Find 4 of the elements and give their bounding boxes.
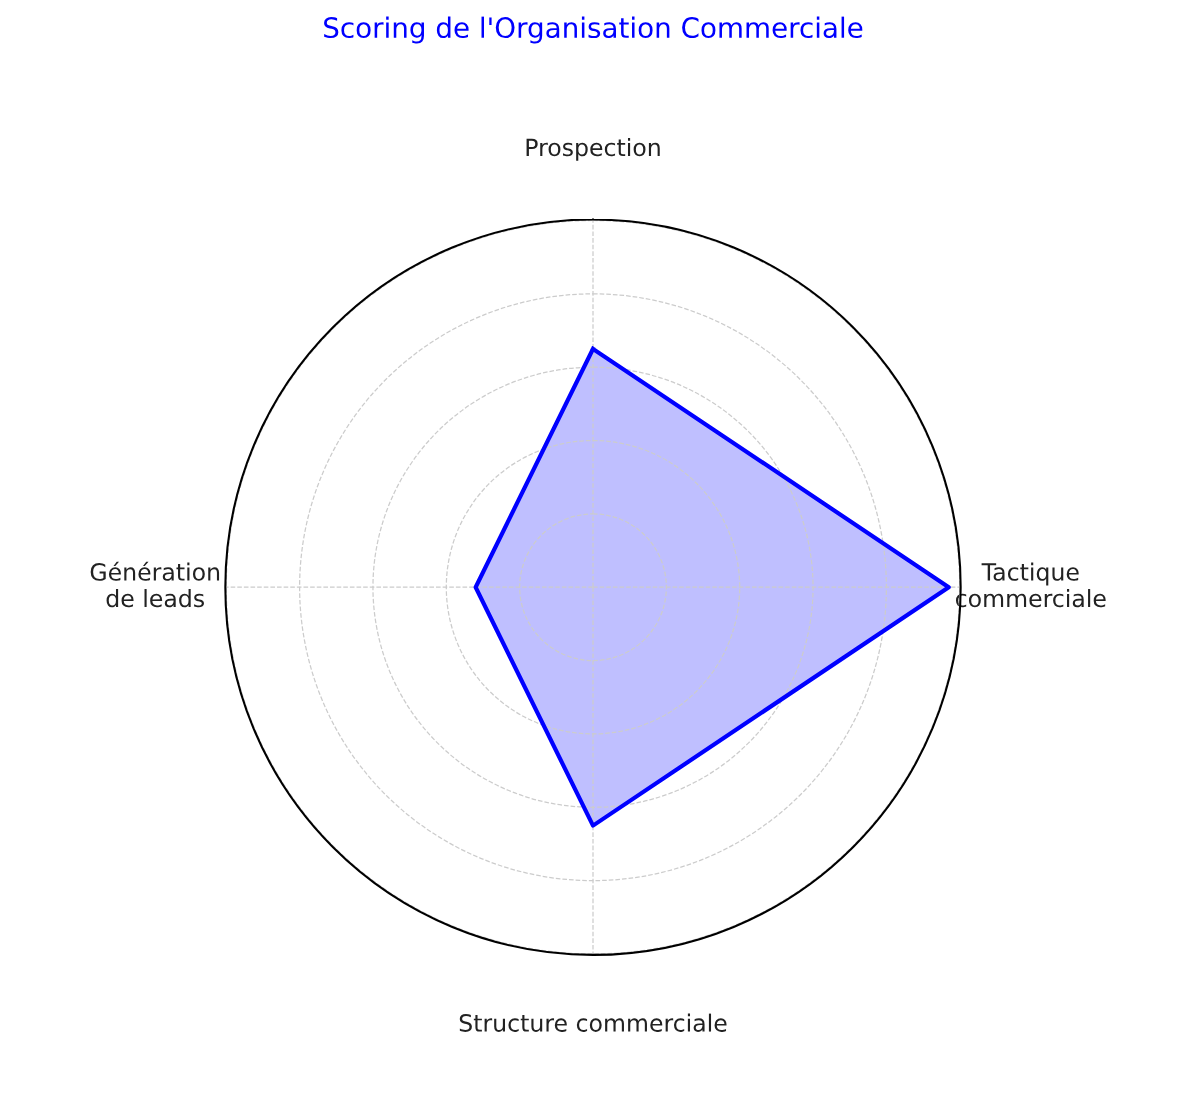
spoke-label: Prospection	[526, 138, 660, 161]
spoke-label: Génération de leads	[90, 561, 220, 608]
spoke-label: Structure commerciale	[459, 1013, 727, 1032]
chart-title: Scoring de l'Organisation Commerciale	[324, 16, 863, 44]
